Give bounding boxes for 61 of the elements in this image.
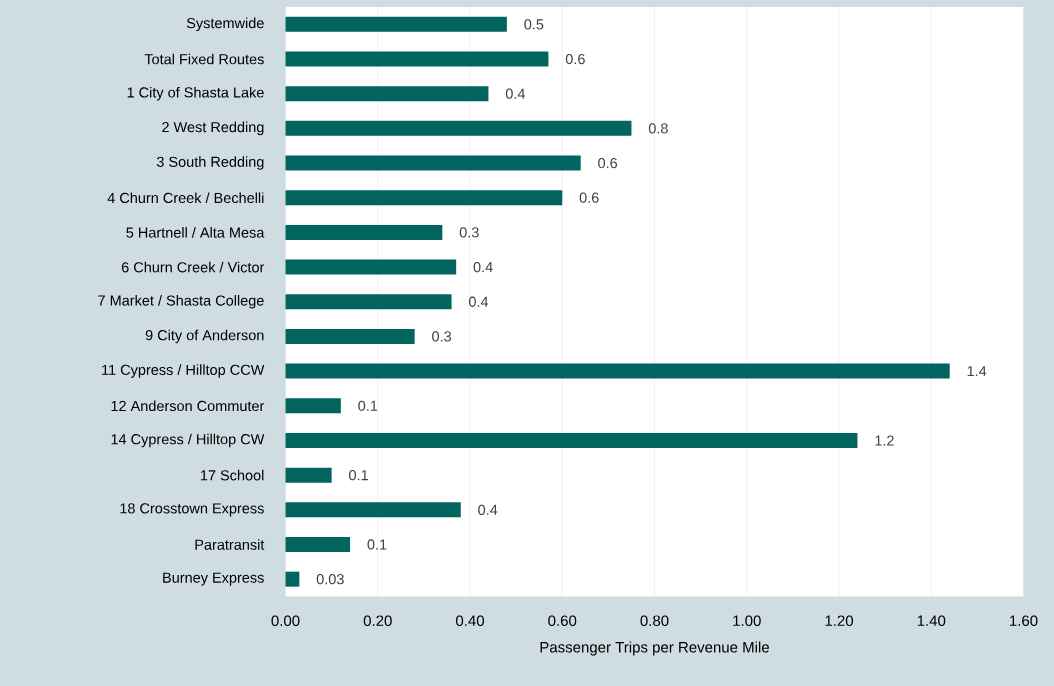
data-label: 1.2 <box>875 435 894 446</box>
x-tick-label: 1.00 <box>733 615 761 626</box>
bar <box>285 51 549 67</box>
x-axis-title: Passenger Trips per Revenue Mile <box>540 641 769 656</box>
data-label: 0.4 <box>478 504 498 515</box>
data-label: 0.1 <box>358 400 378 411</box>
bar <box>285 502 461 518</box>
y-tick-label: Total Fixed Routes <box>144 53 264 65</box>
x-tick-label: 0.00 <box>271 615 300 626</box>
y-tick-label: Burney Express <box>163 572 264 586</box>
y-tick-label: 7 Market / Shasta College <box>98 295 264 309</box>
bar <box>285 259 457 275</box>
data-label: 0.03 <box>316 574 344 585</box>
data-label: 0.5 <box>524 19 544 30</box>
y-tick-label: 11 Cypress / Hilltop CCW <box>102 364 265 378</box>
y-tick-label: 5 Hartnell / Alta Mesa <box>126 227 265 238</box>
y-tick-label: 18 Crosstown Express <box>120 503 264 517</box>
data-label: 0.4 <box>473 261 493 273</box>
bar <box>285 536 351 552</box>
y-tick-label: 9 City of Anderson <box>145 329 264 344</box>
bar <box>285 155 581 171</box>
data-label: 0.4 <box>468 296 489 307</box>
y-tick-label: Paratransit <box>195 539 265 550</box>
y-tick-label: 6 Churn Creek / Victor <box>121 261 265 273</box>
y-tick-label: 14 Cypress / Hilltop CW <box>111 433 265 448</box>
x-tick-label: 1.60 <box>1010 615 1038 626</box>
y-tick-label: 12 Anderson Commuter <box>111 400 265 412</box>
y-tick-label: 1 City of Shasta Lake <box>127 86 264 101</box>
x-tick-label: 0.80 <box>640 615 669 626</box>
y-tick-label: 3 South Redding <box>156 156 264 170</box>
bar <box>285 571 300 587</box>
data-label: 0.3 <box>432 331 452 342</box>
data-label: 0.1 <box>367 539 387 550</box>
data-label: 0.4 <box>505 88 526 99</box>
bar <box>285 86 489 102</box>
data-label: 0.8 <box>648 123 668 134</box>
bar <box>285 398 341 414</box>
x-tick-label: 0.20 <box>363 615 392 626</box>
data-label: 0.6 <box>579 192 599 203</box>
y-tick-label: 2 West Redding <box>162 121 264 136</box>
data-label: 0.6 <box>565 53 585 65</box>
data-label: 1.4 <box>967 366 987 377</box>
bar <box>285 328 415 344</box>
bar <box>285 467 332 483</box>
data-label: 0.1 <box>349 470 368 481</box>
bar <box>285 190 563 206</box>
bar <box>285 294 452 310</box>
data-label: 0.6 <box>598 157 618 169</box>
y-tick-label: Systemwide <box>186 17 264 32</box>
y-tick-label: 17 School <box>201 469 264 481</box>
bar <box>285 224 443 240</box>
bar <box>285 16 507 32</box>
y-tick-label: 4 Churn Creek / Bechelli <box>107 192 264 204</box>
x-tick-label: 0.60 <box>548 615 577 626</box>
data-label: 0.3 <box>459 227 479 238</box>
bar <box>285 432 858 448</box>
x-tick-label: 0.40 <box>456 615 485 626</box>
x-tick-label: 1.20 <box>825 615 854 626</box>
x-tick-label: 1.40 <box>917 615 946 626</box>
bar <box>285 363 950 379</box>
bar <box>285 120 632 136</box>
